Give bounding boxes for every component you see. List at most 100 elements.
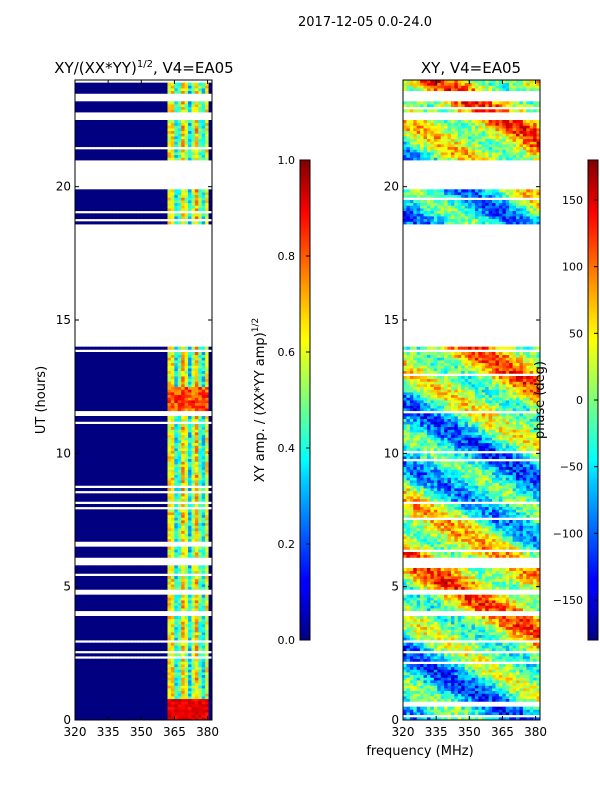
heatmap-cell [191,400,196,404]
heatmap-cell [201,661,206,665]
heatmap-cell [160,394,165,398]
heatmap-cell [188,461,192,465]
heatmap-cell [177,629,182,633]
heatmap-cell [157,466,162,470]
heatmap-cell [150,554,155,558]
heatmap-cell [164,213,168,217]
heatmap-cell [112,698,117,702]
heatmap-cell [174,373,179,377]
heatmap-cell [92,474,96,478]
heatmap-cell [205,405,209,409]
heatmap-cell [119,666,124,670]
heatmap-cell [208,464,213,468]
heatmap-cell [119,384,124,388]
heatmap-cell [92,536,96,540]
heatmap-cell [150,378,155,382]
heatmap-cell [102,712,107,716]
heatmap-cell [146,474,151,478]
heatmap-cell [126,717,131,721]
heatmap-cell [98,213,103,217]
heatmap-cell [191,434,196,438]
heatmap-cell [102,546,107,550]
heatmap-cell [191,408,196,412]
heatmap-cell [78,416,83,420]
heatmap-cell [201,408,206,412]
heatmap-cell [188,696,192,700]
heatmap-cell [116,714,120,718]
heatmap-cell [129,528,134,532]
heatmap-cell [116,522,120,526]
heatmap-cell [129,709,134,713]
heatmap-cell [143,448,148,452]
heatmap-cell [208,682,213,686]
heatmap-cell [88,648,93,652]
heatmap-cell [167,624,172,628]
heatmap-cell [191,581,196,585]
heatmap-cell [198,458,203,462]
heatmap-cell [75,418,79,422]
heatmap-cell [160,669,165,673]
heatmap-cell [116,509,120,513]
heatmap-cell [116,581,120,585]
heatmap-cell [198,530,203,534]
heatmap-cell [157,704,162,708]
heatmap-cell [126,418,131,422]
heatmap-cell [201,600,206,604]
heatmap-cell [157,405,162,409]
heatmap-cell [109,528,114,532]
heatmap-cell [81,680,86,684]
heatmap-cell [160,538,165,542]
heatmap-cell [126,429,131,433]
heatmap-cell [98,712,103,716]
heatmap-cell [119,472,124,476]
heatmap-cell [126,597,131,601]
heatmap-cell [164,370,168,374]
heatmap-cell [133,381,138,385]
heatmap-cell [177,432,182,436]
heatmap-cell [78,618,83,622]
heatmap-cell [160,685,165,689]
heatmap-cell [126,578,131,582]
heatmap-cell [170,672,175,676]
heatmap-cell [143,213,148,217]
heatmap-cell [116,690,120,694]
heatmap-cell [88,482,93,486]
heatmap-cell [181,453,185,457]
heatmap-cell [81,709,86,713]
heatmap-cell [146,400,151,404]
heatmap-cell [188,714,192,718]
heatmap-cell [153,208,158,212]
heatmap-cell [201,360,206,364]
heatmap-cell [201,698,206,702]
heatmap-cell [146,352,151,356]
heatmap-cell [143,370,148,374]
heatmap-cell [188,602,192,606]
heatmap-cell [160,416,165,420]
heatmap-cell [78,392,83,396]
heatmap-cell [194,482,199,486]
heatmap-cell [126,584,131,588]
heatmap-cell [153,704,158,708]
heatmap-cell [105,477,110,481]
heatmap-cell [75,658,79,662]
heatmap-cell [201,368,206,372]
heatmap-cell [116,602,120,606]
heatmap-cell [198,368,203,372]
heatmap-cell [119,461,124,465]
heatmap-cell [188,442,192,446]
heatmap-cell [146,568,151,572]
heatmap-cell [201,394,206,398]
heatmap-cell [177,680,182,684]
heatmap-cell [122,685,127,689]
heatmap-cell [153,512,158,516]
heatmap-cell [194,362,199,366]
heatmap-cell [198,634,203,638]
heatmap-cell [164,362,168,366]
heatmap-cell [126,672,131,676]
heatmap-cell [85,442,90,446]
heatmap-cell [184,445,189,449]
heatmap-cell [205,512,209,516]
heatmap-cell [112,216,117,220]
heatmap-cell [112,536,117,540]
heatmap-cell [177,202,182,206]
